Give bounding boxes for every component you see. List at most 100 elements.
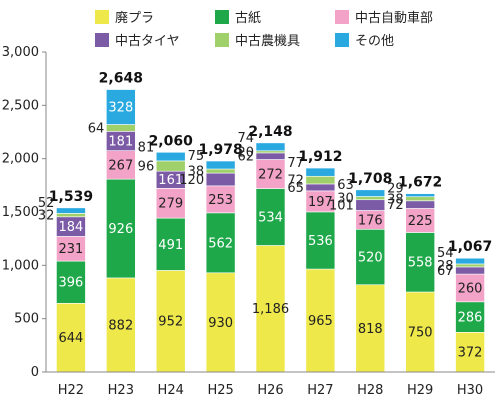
bar-segment: [155, 160, 186, 172]
bar-segment: [205, 172, 236, 187]
bar-segment: [255, 159, 286, 189]
bar-total-label: 2,060: [149, 133, 194, 149]
bar-total-label: 2,648: [99, 71, 143, 87]
segment-value-label: 30: [337, 192, 354, 207]
x-tick-label: H28: [357, 383, 383, 398]
segment-value-label: 32: [38, 209, 55, 224]
segment-value-label: 520: [358, 251, 383, 266]
legend-label-2: 中古自動車部: [355, 11, 433, 26]
bar-segment: [405, 232, 435, 293]
bar-segment: [455, 332, 485, 373]
y-tick-label: 0: [31, 365, 39, 380]
bar-segment: [355, 228, 386, 286]
segment-value-label: 260: [458, 281, 483, 296]
bar-segment: [205, 272, 236, 373]
segment-value-label: 558: [408, 256, 433, 271]
bar-segment: [305, 175, 336, 185]
segment-value-label: 77: [287, 156, 304, 171]
bar-segment: [305, 167, 336, 177]
segment-value-label: 52: [38, 196, 55, 211]
segment-value-label: 62: [237, 150, 254, 165]
segment-value-label: 38: [188, 165, 205, 180]
y-tick-label: 1,000: [2, 258, 39, 273]
x-tick-label: H23: [108, 383, 134, 398]
segment-value-label: 644: [59, 331, 84, 346]
segment-value-label: 750: [408, 326, 433, 341]
bar-total-label: 1,912: [298, 149, 342, 165]
bar-segment: [56, 207, 86, 214]
segment-value-label: 20: [237, 145, 254, 160]
bar-total-label: 1,978: [198, 142, 242, 158]
bar-segment: [106, 124, 136, 132]
bar-segment: [405, 208, 435, 233]
bar-segment: [205, 185, 236, 214]
y-tick-label: 2,500: [2, 98, 39, 113]
segment-value-label: 29: [387, 182, 404, 197]
bar-segment: [56, 213, 86, 218]
bar-segment: [405, 200, 435, 209]
bar-total-label: 1,067: [448, 239, 492, 255]
y-tick-label: 2,000: [2, 152, 39, 167]
bar-segment: [255, 152, 286, 160]
segment-value-label: 286: [458, 311, 483, 326]
bar-segment: [455, 257, 485, 265]
segment-value-label: 101: [329, 199, 354, 214]
bar-segment: [255, 245, 286, 373]
legend-swatch-2: [335, 10, 349, 24]
bar-total-label: 1,672: [398, 175, 442, 191]
segment-value-label: 328: [108, 101, 133, 116]
segment-value-label: 184: [59, 220, 84, 235]
bar-segment: [255, 150, 286, 154]
bar-segment: [205, 160, 236, 170]
segment-value-label: 926: [108, 222, 133, 237]
x-tick-label: H29: [407, 383, 433, 398]
segment-value-label: 63: [337, 178, 354, 193]
legend-label-5: その他: [355, 34, 394, 49]
segment-value-label: 225: [408, 214, 433, 229]
bar-segment: [305, 211, 336, 270]
bar-segment: [455, 301, 485, 333]
bar-segment: [56, 236, 86, 262]
segment-value-label: 81: [138, 140, 155, 155]
bar-segment: [56, 303, 86, 373]
bar-segment: [355, 199, 386, 211]
segment-value-label: 396: [59, 276, 84, 291]
legend-swatch-0: [95, 10, 109, 24]
bar-total-label: 2,148: [248, 124, 292, 140]
segment-value-label: 38: [387, 192, 404, 207]
bar-segment: [405, 196, 435, 202]
segment-value-label: 64: [88, 121, 105, 136]
x-tick-label: H30: [457, 383, 483, 398]
segment-value-label: 372: [458, 346, 483, 361]
segment-value-label: 267: [108, 158, 133, 173]
bar-segment: [355, 189, 386, 197]
segment-value-label: 272: [258, 168, 283, 183]
bar-total-label: 1,539: [49, 189, 93, 205]
segment-value-label: 176: [358, 213, 383, 228]
legend-label-4: 中古農機具: [235, 34, 300, 49]
bar-segment: [405, 193, 435, 198]
bar-segment: [106, 89, 136, 125]
bar-segment: [355, 284, 386, 373]
segment-value-label: 181: [108, 135, 133, 150]
bar-segment: [255, 188, 286, 246]
bar-segment: [155, 217, 186, 271]
segment-value-label: 67: [437, 264, 454, 279]
legend-label-0: 廃プラ: [115, 10, 154, 26]
bar-total-label: 1,708: [348, 171, 392, 187]
x-axis: H22 H23 H24 H25 H26 H27 H28 H29 H30: [46, 371, 495, 398]
segment-value-label: 882: [108, 318, 133, 333]
bar-segment: [305, 268, 336, 373]
bar-segment: [56, 260, 86, 304]
segment-value-label: 231: [59, 242, 84, 257]
segment-value-label: 72: [287, 174, 304, 189]
x-tick-label: H26: [257, 383, 283, 398]
segment-value-label: 253: [208, 193, 233, 208]
segment-value-label: 96: [138, 160, 155, 175]
segment-value-label: 1,186: [252, 302, 289, 317]
segment-value-label: 952: [158, 315, 183, 330]
y-tick-label: 1,500: [2, 205, 39, 220]
